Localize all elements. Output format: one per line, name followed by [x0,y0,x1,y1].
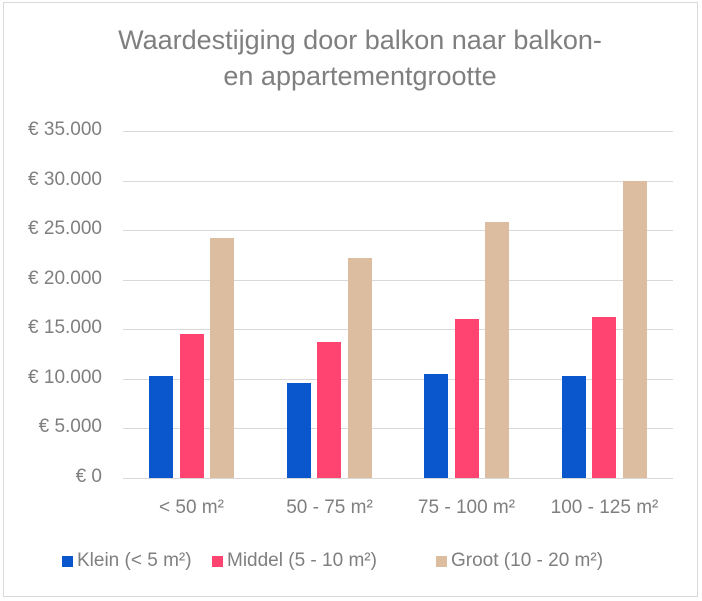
bar [455,319,479,478]
legend: Klein (< 5 m²) Middel (5 - 10 m²) Groot (1… [0,549,702,575]
gridline [123,280,673,281]
bar [348,258,372,478]
y-axis-tick-label: € 0 [75,466,102,487]
x-axis-tick-label: 75 - 100 m² [417,497,516,518]
gridline [123,379,673,380]
chart-title: Waardestijging door balkon naar balkon- … [40,22,680,94]
legend-swatch-icon [212,555,223,567]
bar [562,376,586,478]
bar [317,342,341,478]
y-axis-tick-label: € 15.000 [28,317,102,338]
gridline [123,181,673,182]
gridline [123,131,673,132]
legend-label: Middel (5 - 10 m²) [227,550,377,571]
legend-swatch-icon [62,555,73,567]
bar [592,317,616,478]
bar [485,222,509,478]
x-axis-tick-label: 100 - 125 m² [550,497,659,518]
chart-title-line-2: en appartementgrootte [223,61,497,91]
bar [210,238,234,478]
bar [180,334,204,478]
y-axis-tick-label: € 10.000 [28,367,102,388]
chart-title-line-1: Waardestijging door balkon naar balkon- [118,25,602,55]
y-axis-tick-label: € 30.000 [28,169,102,190]
bar [149,376,173,478]
x-axis-tick-label: 50 - 75 m² [286,497,373,518]
bar [287,383,311,478]
gridline [123,230,673,231]
bar [424,374,448,478]
legend-item: Klein (< 5 m²) [62,549,192,573]
y-axis-tick-label: € 5.000 [38,416,102,437]
legend-item: Middel (5 - 10 m²) [212,549,377,573]
y-axis-tick-label: € 35.000 [28,119,102,140]
y-axis-tick-label: € 20.000 [28,268,102,289]
gridline [123,428,673,429]
bar [623,181,647,478]
gridline [123,478,673,479]
legend-swatch-icon [436,555,447,567]
legend-label: Klein (< 5 m²) [77,550,192,571]
y-axis-tick-label: € 25.000 [28,218,102,239]
gridline [123,329,673,330]
legend-label: Groot (10 - 20 m²) [451,550,604,571]
x-axis-tick-label: < 50 m² [159,497,224,518]
legend-item: Groot (10 - 20 m²) [436,549,603,573]
